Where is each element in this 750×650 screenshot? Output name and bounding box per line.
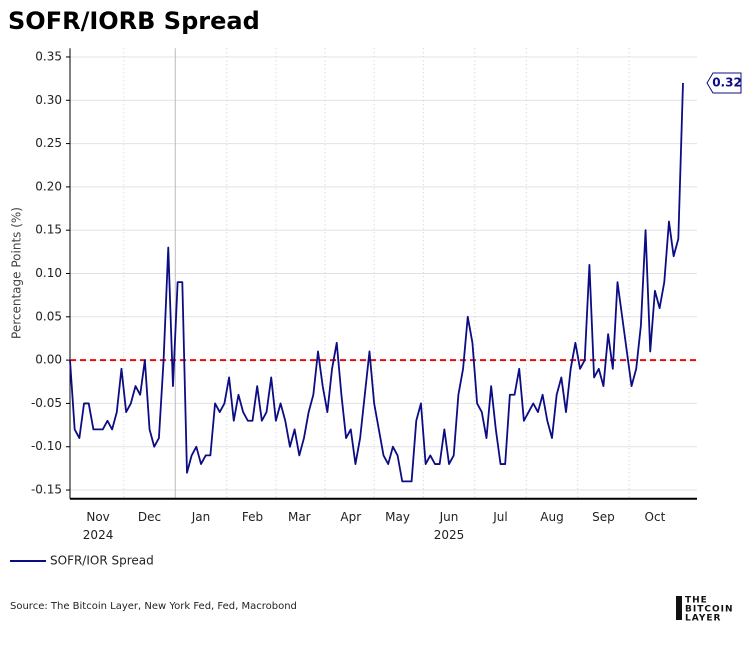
source-note: Source: The Bitcoin Layer, New York Fed,… xyxy=(10,601,297,612)
legend-label: SOFR/IOR Spread xyxy=(50,554,154,568)
x-tick-label: Nov 2024 xyxy=(83,510,114,542)
y-tick-label: 0.30 xyxy=(35,93,62,107)
x-tick-label: Jan xyxy=(191,510,211,524)
x-tick-label: Jun 2025 xyxy=(434,510,465,542)
x-tick-label: Dec xyxy=(138,510,161,524)
logo-mark xyxy=(676,596,682,620)
x-tick-label: Oct xyxy=(645,510,666,524)
y-tick-label: 0.00 xyxy=(35,353,62,367)
y-axis-label: Percentage Points (%) xyxy=(10,207,24,339)
data-line xyxy=(69,82,684,483)
x-tick-label: Jul xyxy=(492,510,507,524)
y-tick-label: -0.10 xyxy=(31,439,62,453)
y-tick-label: 0.20 xyxy=(35,179,62,193)
logo-text: THE xyxy=(685,596,708,606)
x-tick-label: May xyxy=(385,510,410,524)
x-tick-label: Feb xyxy=(242,510,263,524)
logo-text: LAYER xyxy=(685,614,721,624)
x-tick-label: Aug xyxy=(540,510,563,524)
y-tick-label: 0.25 xyxy=(35,136,62,150)
y-tick-label: -0.05 xyxy=(31,396,62,410)
logo-text: BITCOIN xyxy=(685,605,733,615)
y-tick-label: -0.15 xyxy=(31,483,62,497)
x-tick-label: Sep xyxy=(592,510,615,524)
chart-title: SOFR/IORB Spread xyxy=(8,7,260,35)
y-tick-label: 0.10 xyxy=(35,266,62,280)
y-tick-label: 0.35 xyxy=(35,49,62,63)
y-tick-label: 0.05 xyxy=(35,309,62,323)
value-label: 0.32 xyxy=(712,75,742,89)
x-tick-label: Apr xyxy=(340,510,361,524)
value-callout xyxy=(706,72,742,94)
y-tick-label: 0.15 xyxy=(35,223,62,237)
x-tick-label: Mar xyxy=(288,510,311,524)
